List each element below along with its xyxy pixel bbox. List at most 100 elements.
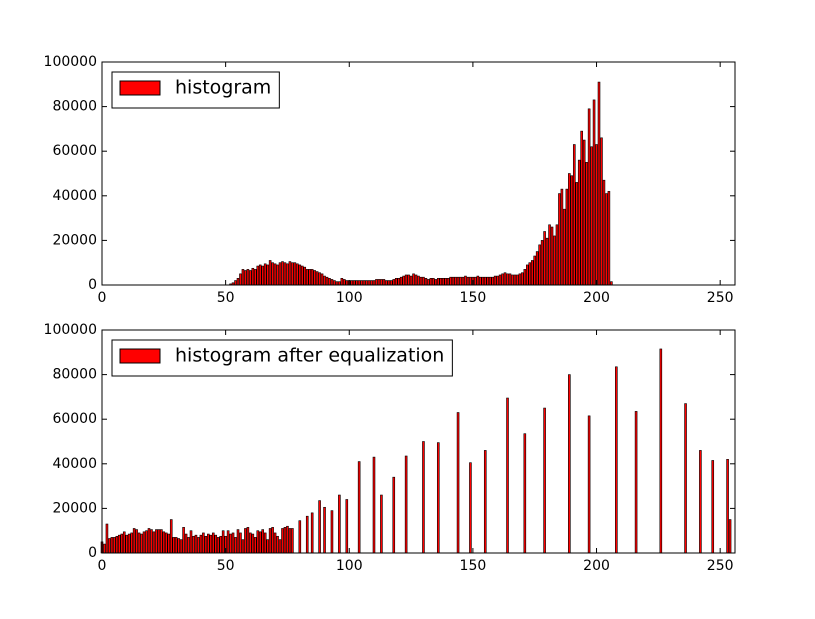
- bar: [288, 528, 292, 554]
- bar: [615, 366, 618, 554]
- bar: [313, 270, 316, 286]
- bar: [414, 274, 418, 286]
- bar: [699, 450, 702, 554]
- bar: [394, 278, 398, 286]
- bar: [328, 278, 331, 286]
- axes: 0 50 100 150 200 250 0 20000 40000 60000 80000 1000…: [44, 54, 736, 306]
- bar: [498, 274, 502, 286]
- bar: [266, 264, 269, 286]
- bar: [211, 532, 215, 554]
- bar: [305, 515, 309, 554]
- bar: [553, 235, 556, 286]
- legend-label: histogram: [175, 77, 271, 99]
- bar: [387, 280, 391, 286]
- bar: [278, 539, 282, 554]
- x-tick-label: 100: [336, 558, 363, 574]
- bar: [305, 269, 309, 286]
- bar: [711, 460, 715, 554]
- bar: [585, 162, 588, 286]
- bar: [409, 275, 413, 286]
- bar: [491, 276, 494, 286]
- bar: [456, 412, 460, 554]
- bar: [506, 273, 509, 286]
- bar: [271, 262, 274, 286]
- bar: [728, 519, 732, 554]
- bar: [234, 280, 237, 286]
- bar: [454, 276, 457, 286]
- bar: [268, 528, 272, 554]
- bar: [246, 527, 250, 554]
- bar: [370, 280, 373, 286]
- bar: [607, 191, 611, 286]
- bar: [419, 276, 423, 286]
- bar: [451, 276, 455, 286]
- bar: [659, 348, 663, 554]
- bar: [135, 529, 138, 554]
- bar: [444, 278, 447, 286]
- y-tick-label: 60000: [52, 143, 97, 159]
- bar: [513, 274, 517, 286]
- bar: [288, 261, 292, 286]
- bar: [412, 273, 415, 286]
- bar: [600, 137, 603, 286]
- bar: [560, 188, 564, 286]
- bar: [221, 530, 225, 554]
- bar: [335, 281, 339, 286]
- bar: [103, 543, 106, 554]
- bar: [184, 533, 188, 554]
- bar: [352, 280, 356, 286]
- bar: [268, 260, 272, 286]
- legend-swatch: [119, 80, 161, 96]
- bar: [533, 255, 537, 286]
- y-tick-label: 80000: [52, 367, 97, 383]
- bar: [266, 539, 269, 554]
- bar: [192, 535, 195, 554]
- bar: [165, 532, 168, 554]
- bar: [417, 275, 420, 286]
- bar: [276, 535, 279, 554]
- bar: [115, 535, 119, 554]
- bar: [325, 276, 329, 286]
- bar: [323, 275, 326, 286]
- bar: [587, 415, 591, 554]
- bar: [575, 182, 579, 286]
- bar: [118, 534, 121, 554]
- bar: [261, 529, 265, 554]
- bar: [105, 523, 109, 554]
- bar: [506, 397, 509, 554]
- bar: [572, 144, 576, 286]
- bar: [145, 530, 148, 554]
- bar: [254, 269, 257, 286]
- bar: [199, 534, 203, 554]
- bar: [380, 494, 383, 554]
- bar: [256, 265, 260, 286]
- bar: [155, 529, 158, 554]
- bar: [110, 537, 114, 554]
- bar: [592, 99, 596, 286]
- bar: [545, 237, 549, 286]
- bar: [310, 512, 314, 554]
- bar: [283, 262, 287, 286]
- bar: [174, 537, 178, 554]
- bar: [476, 275, 480, 286]
- bar: [404, 274, 408, 286]
- bar: [365, 280, 368, 286]
- bar: [436, 278, 440, 286]
- bar: [429, 278, 433, 286]
- bar: [582, 139, 586, 286]
- bar: [528, 262, 532, 286]
- bar: [249, 532, 252, 554]
- bar: [239, 273, 242, 286]
- bar: [338, 494, 341, 554]
- bar: [422, 441, 425, 554]
- bar: [367, 280, 371, 286]
- bar: [263, 263, 267, 286]
- bar: [483, 276, 487, 286]
- y-tick-label: 60000: [52, 411, 97, 427]
- bar: [565, 188, 569, 286]
- bar: [315, 271, 319, 286]
- bar: [137, 532, 141, 554]
- bar: [303, 266, 307, 286]
